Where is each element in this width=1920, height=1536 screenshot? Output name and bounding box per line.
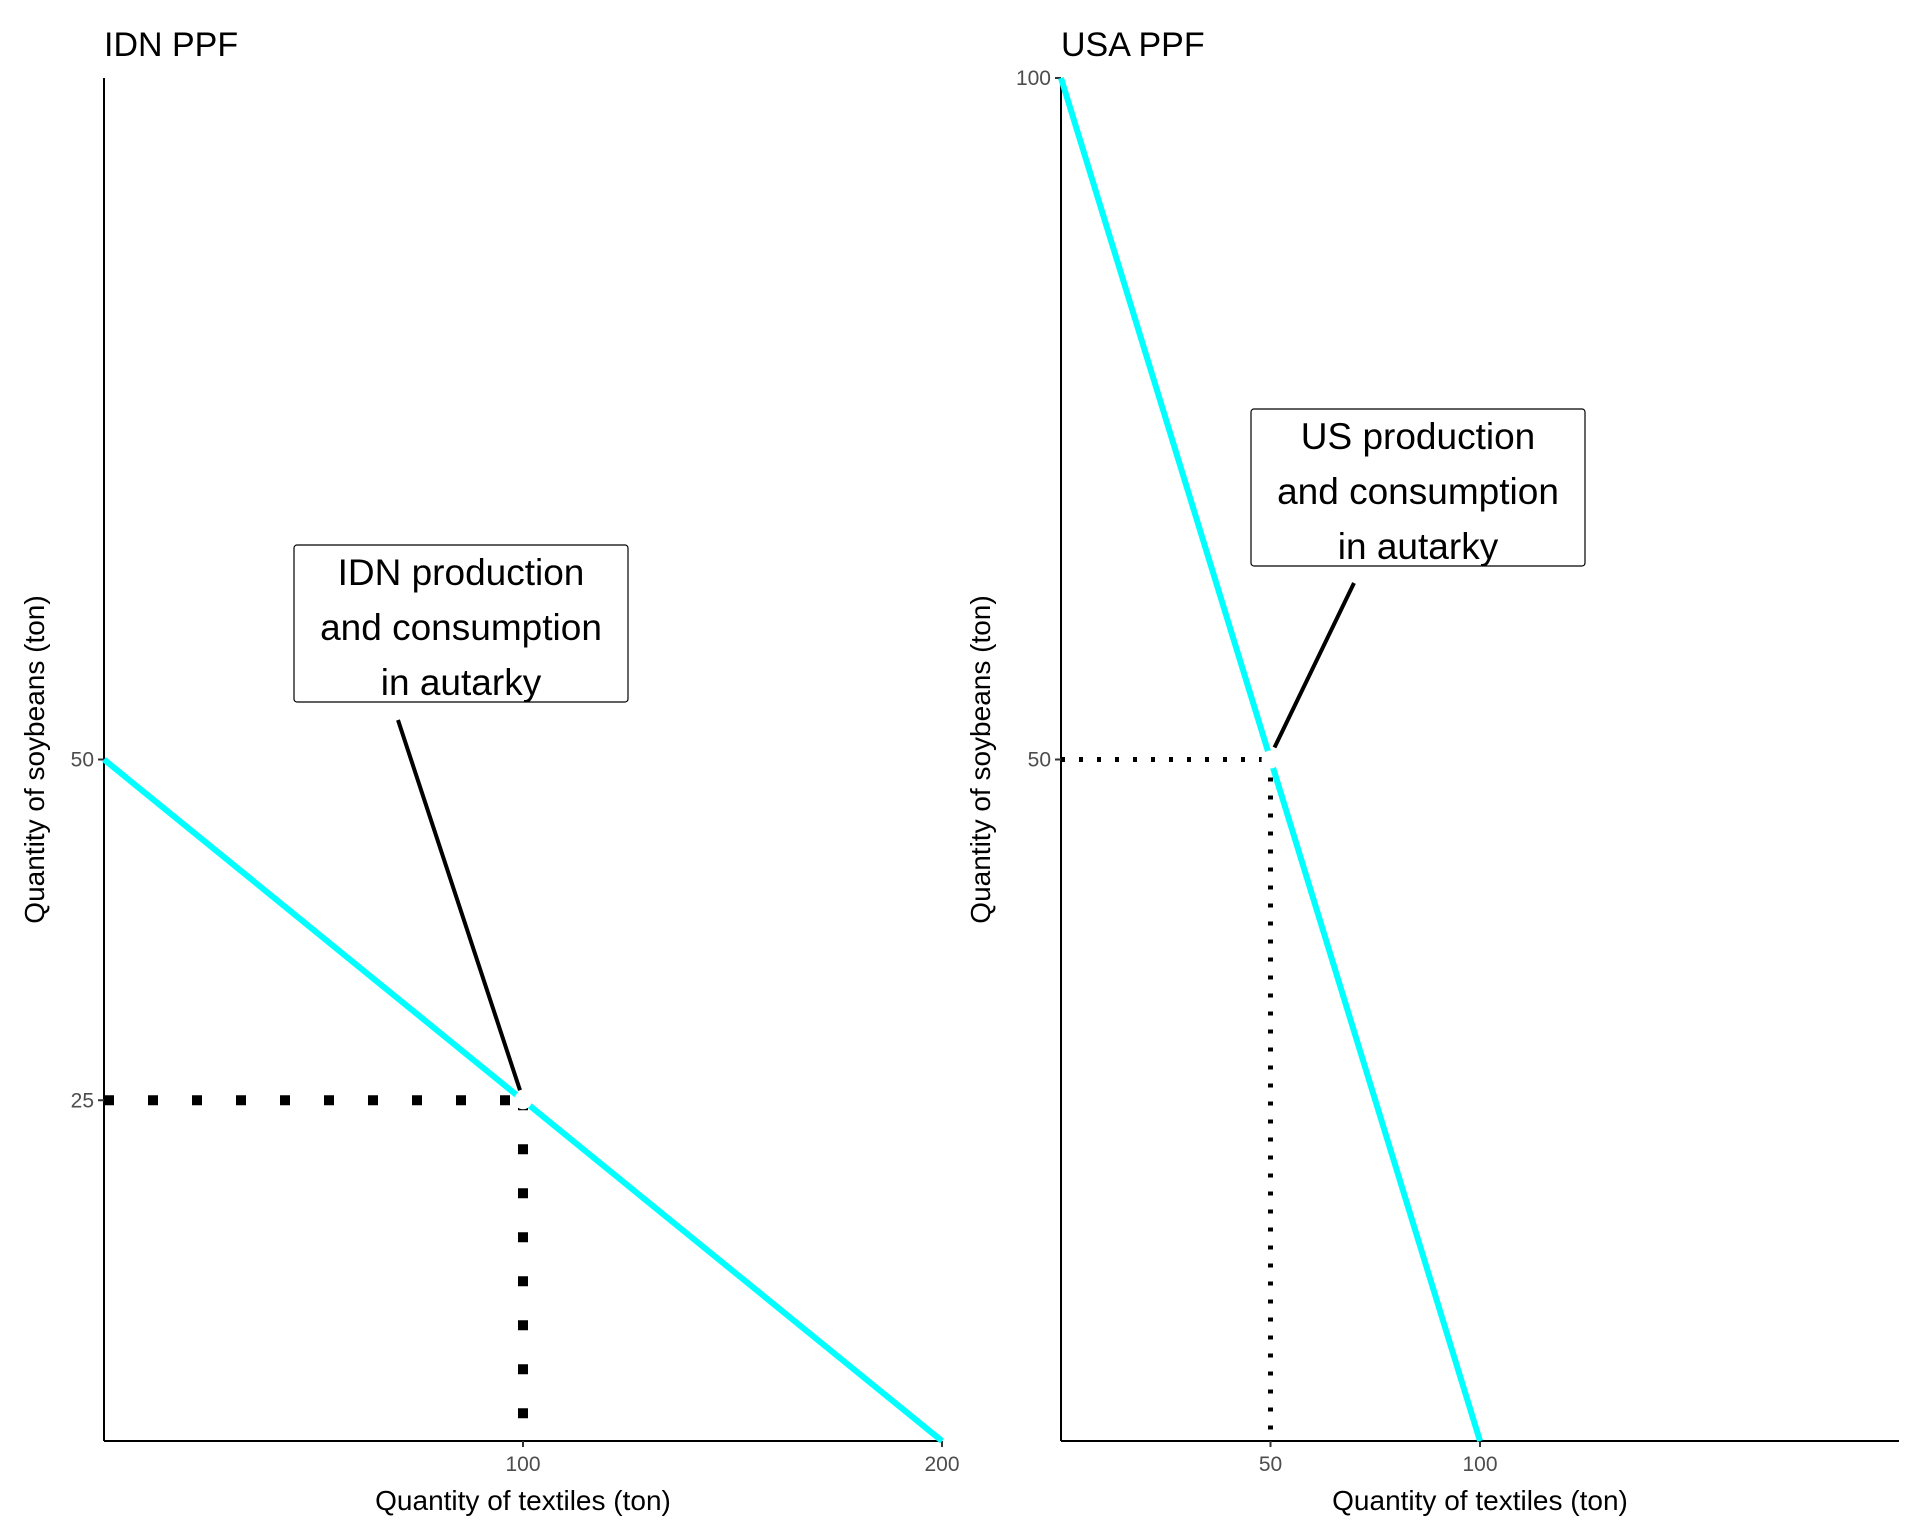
x-axis-title: Quantity of textiles (ton): [1332, 1485, 1628, 1516]
panel-title: USA PPF: [1061, 26, 1205, 64]
x-tick-label: 100: [505, 1453, 540, 1476]
autarky-point: [1261, 750, 1280, 769]
usa-ppf-panel: USA PPF 50 100 50 100 Quantity of textiles (t…: [965, 26, 1899, 1516]
annotation-text-line: and consumption: [1277, 471, 1559, 512]
idn-ppf-panel: IDN PPF 100 200 25 50 Quantity of textiles (t…: [19, 26, 960, 1516]
y-tick-label: 25: [71, 1089, 94, 1112]
panel-title: IDN PPF: [104, 26, 238, 64]
y-axis-title: Quantity of soybeans (ton): [965, 595, 996, 923]
x-tick-label: 100: [1462, 1453, 1497, 1476]
annotation-leader-line: [1272, 582, 1356, 749]
autarky-point: [514, 1091, 532, 1110]
annotation-text-line: and consumption: [320, 607, 602, 648]
x-tick-label: 200: [924, 1453, 959, 1476]
x-tick-label: 50: [1259, 1453, 1282, 1476]
y-tick-label: 100: [1016, 67, 1051, 90]
annotation-text-line: in autarky: [381, 662, 542, 703]
annotation-text-line: US production: [1301, 416, 1535, 457]
annotation-text-line: in autarky: [1338, 526, 1499, 567]
annotation-box: [1250, 408, 1586, 567]
x-axis-title: Quantity of textiles (ton): [375, 1485, 671, 1516]
annotation-leader-line: [396, 719, 522, 1091]
y-tick-label: 50: [1028, 749, 1051, 772]
y-tick-label: 50: [71, 749, 94, 772]
annotation-text-line: IDN production: [338, 552, 585, 593]
y-axis-title: Quantity of soybeans (ton): [19, 595, 50, 923]
annotation-box: [293, 544, 629, 703]
